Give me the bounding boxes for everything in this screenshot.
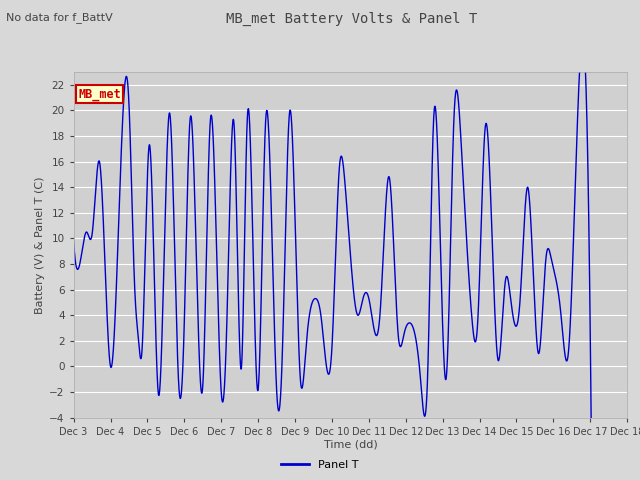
Text: No data for f_BattV: No data for f_BattV <box>6 12 113 23</box>
Legend: Panel T: Panel T <box>277 456 363 474</box>
X-axis label: Time (dd): Time (dd) <box>324 439 377 449</box>
Text: MB_met Battery Volts & Panel T: MB_met Battery Volts & Panel T <box>227 12 477 26</box>
Y-axis label: Battery (V) & Panel T (C): Battery (V) & Panel T (C) <box>35 176 45 313</box>
Text: MB_met: MB_met <box>78 87 121 100</box>
